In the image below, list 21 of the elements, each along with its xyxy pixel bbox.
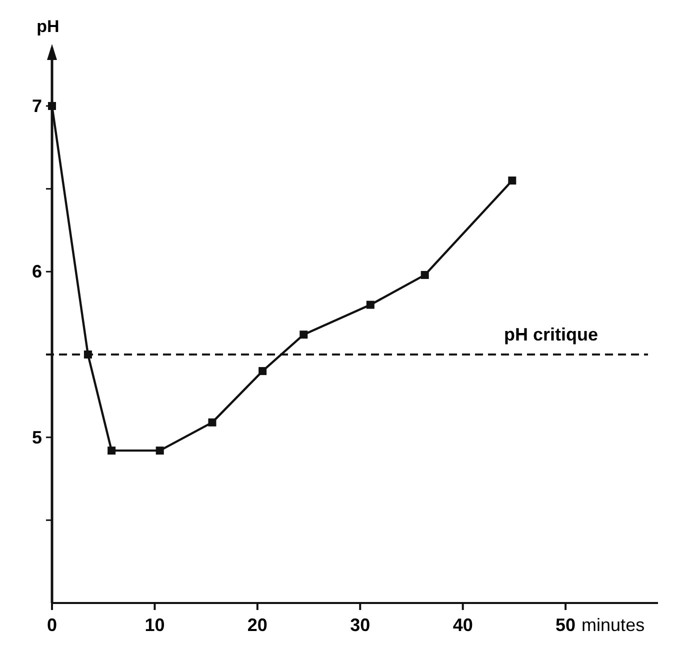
x-tick-label: 0 <box>46 615 58 635</box>
point <box>108 446 116 455</box>
point <box>300 330 308 339</box>
point <box>508 176 516 185</box>
point <box>420 270 429 279</box>
x-tick-label: 30 <box>350 615 370 635</box>
x-tick-label: 20 <box>247 615 268 635</box>
ref-line-label: pH critique <box>504 324 598 344</box>
point <box>258 367 267 376</box>
y-tick-label: 5 <box>32 427 42 448</box>
point <box>366 300 374 309</box>
y-axis-title: pH <box>36 17 60 36</box>
x-tick-label: 50 <box>556 615 576 635</box>
y-tick-label: 7 <box>32 96 42 116</box>
x-axis-title: minutes <box>582 615 645 635</box>
y-tick-label: 6 <box>32 262 42 282</box>
point <box>84 350 92 358</box>
point <box>156 446 164 455</box>
point <box>208 418 216 426</box>
x-tick-label: 10 <box>144 615 165 635</box>
x-tick-label: 40 <box>452 615 473 635</box>
